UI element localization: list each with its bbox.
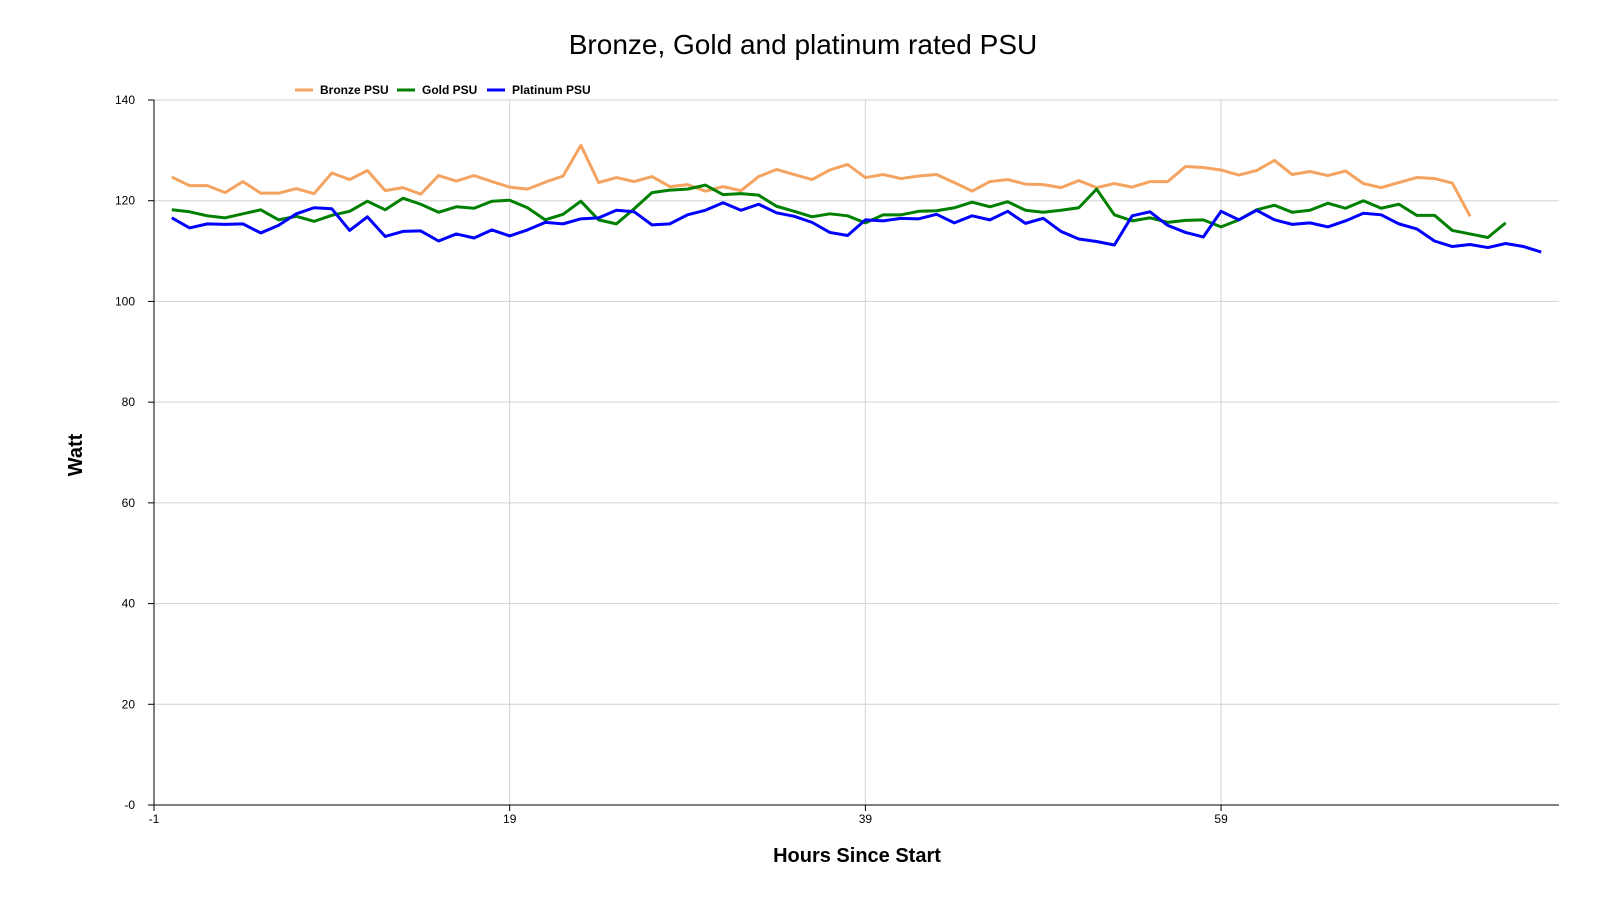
x-tick-label: 39 — [859, 812, 873, 826]
y-tick-label: 100 — [115, 294, 135, 308]
chart-title: Bronze, Gold and platinum rated PSU — [569, 29, 1037, 60]
y-tick-label: 20 — [122, 697, 136, 711]
legend: Bronze PSU Gold PSU Platinum PSU — [295, 83, 591, 97]
x-axis-title: Hours Since Start — [773, 845, 941, 867]
gold-psu-line — [171, 183, 1507, 239]
y-tick-label: 60 — [122, 496, 136, 510]
y-tick-label: 80 — [122, 395, 136, 409]
bronze-psu-legend-label: Bronze PSU — [320, 83, 389, 97]
x-tick-label: 19 — [503, 812, 517, 826]
grid — [154, 99, 1559, 805]
axes — [148, 99, 1559, 811]
y-tick-label: -0 — [124, 798, 135, 812]
y-tick-label: 40 — [122, 597, 136, 611]
gold-psu-legend-label: Gold PSU — [422, 83, 477, 97]
platinum-psu-legend-label: Platinum PSU — [512, 83, 591, 97]
x-tick-label: 59 — [1214, 812, 1228, 826]
bronze-psu-line — [171, 143, 1472, 218]
y-tick-label: 140 — [115, 93, 135, 107]
y-axis-title: Watt — [65, 433, 87, 476]
platinum-psu-line — [171, 201, 1542, 254]
tick-labels: -0 20 40 60 80 100 120 140 -1 19 39 59 — [115, 93, 1228, 826]
series-lines — [171, 143, 1542, 254]
y-tick-label: 120 — [115, 194, 135, 208]
x-tick-label: -1 — [149, 812, 160, 826]
